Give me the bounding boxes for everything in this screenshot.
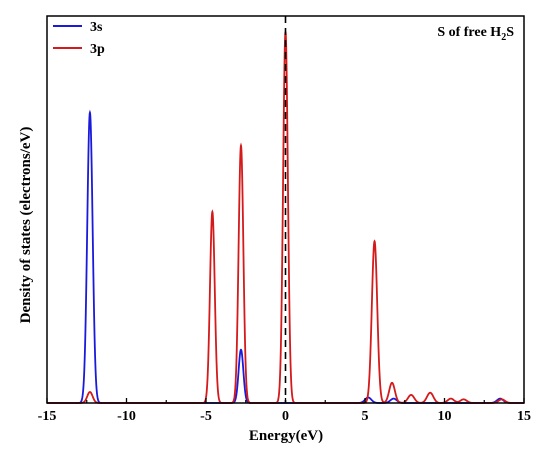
series-3p-line [47, 31, 524, 404]
chart-title: S of free H2S [437, 25, 514, 43]
x-tick-label: -5 [200, 409, 212, 424]
x-tick-label: -10 [117, 409, 136, 424]
chart-title-subscript: 2 [501, 32, 506, 43]
y-axis-label: Density of states (electrons/eV) [18, 127, 34, 324]
x-axis-tick-labels: -15 -10 -5 0 5 10 15 [38, 409, 531, 424]
legend-label-3s: 3s [90, 20, 103, 35]
legend-label-3p: 3p [90, 42, 105, 57]
chart-title-main: S of free H [437, 25, 501, 40]
x-tick-label: 0 [282, 409, 289, 424]
x-tick-label: 15 [517, 409, 531, 424]
x-axis-label: Energy(eV) [249, 428, 323, 444]
chart-title-tail: S [506, 25, 514, 40]
series-curves [47, 31, 524, 404]
x-axis-ticks [46, 398, 525, 403]
x-tick-label: -15 [38, 409, 57, 424]
x-tick-label: 5 [362, 409, 369, 424]
x-tick-label: 10 [438, 409, 452, 424]
